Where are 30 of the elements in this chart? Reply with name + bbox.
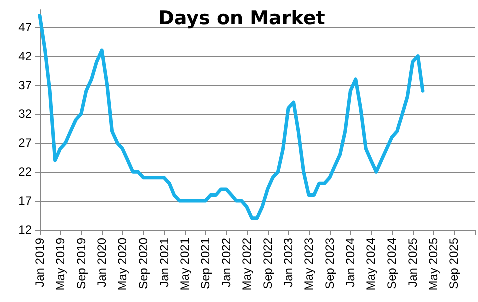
x-tick-label: Sep 2022 xyxy=(260,238,275,290)
x-tick-label: May 2024 xyxy=(364,238,378,291)
x-tick-label: Jan 2025 xyxy=(406,238,420,288)
y-tick-label: 37 xyxy=(18,78,32,92)
x-tick-label: Sep 2021 xyxy=(198,238,213,290)
y-tick-label: 27 xyxy=(18,136,32,150)
x-tick-label: Sep 2024 xyxy=(385,238,400,290)
chart-title: Days on Market xyxy=(158,8,326,30)
y-tick-label: 17 xyxy=(18,194,32,208)
x-tick-label: May 2021 xyxy=(178,238,192,291)
x-tick-label: Jan 2022 xyxy=(219,238,234,288)
y-tick-label: 32 xyxy=(18,107,32,122)
x-tick-label: Jan 2020 xyxy=(95,238,110,288)
x-tick-label: Jan 2024 xyxy=(344,238,358,288)
x-tick-label: May 2022 xyxy=(240,238,254,291)
x-tick-label: May 2023 xyxy=(302,238,316,291)
y-tick-label: 42 xyxy=(18,49,32,64)
x-tick-label: Sep 2025 xyxy=(447,238,462,290)
x-tick-label: Sep 2023 xyxy=(322,238,337,290)
y-tick-label: 12 xyxy=(18,223,32,237)
x-tick-label: Sep 2019 xyxy=(74,238,88,290)
y-tick-label: 22 xyxy=(18,165,32,180)
x-tick-label: May 2019 xyxy=(53,238,68,291)
x-tick-label: May 2025 xyxy=(426,238,440,291)
x-tick-label: May 2020 xyxy=(116,238,130,291)
y-tick-label: 47 xyxy=(18,20,32,34)
x-tick-label: Jan 2021 xyxy=(157,238,172,288)
x-tick-label: Sep 2020 xyxy=(136,238,151,290)
x-tick-label: Jan 2019 xyxy=(33,238,47,288)
x-tick-label: Jan 2023 xyxy=(282,238,296,288)
